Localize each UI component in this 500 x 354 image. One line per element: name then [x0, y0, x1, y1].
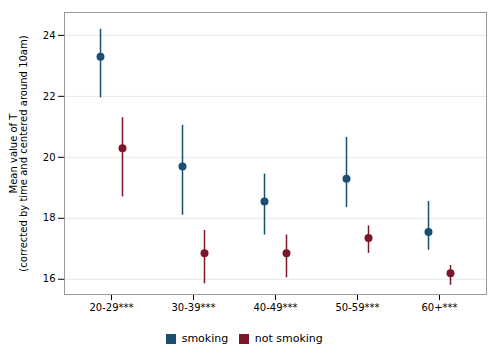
svg-text:40-49***: 40-49***: [253, 302, 297, 313]
html-text:smoking: smoking: [181, 332, 229, 345]
svg-text:30-39***: 30-39***: [171, 302, 215, 313]
svg-text:Mean value of T(corrected by t: Mean value of T(corrected by time and ce…: [8, 35, 29, 271]
html-text:not smoking: not smoking: [254, 332, 323, 345]
svg-text:24: 24: [43, 30, 56, 41]
svg-text:60+***: 60+***: [421, 302, 457, 313]
svg-text:20: 20: [43, 152, 56, 163]
svg-text:22: 22: [43, 91, 56, 102]
svg-text:20-29***: 20-29***: [89, 302, 133, 313]
svg-text:18: 18: [43, 212, 56, 223]
svg-text:50-59***: 50-59***: [335, 302, 379, 313]
svg-text:16: 16: [43, 273, 56, 284]
